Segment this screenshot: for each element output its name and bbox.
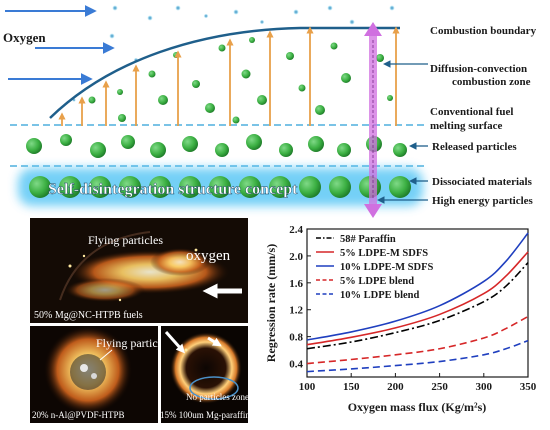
photo-left: Flying particles 20% n-Al@PVDF-HTPB — [30, 326, 171, 423]
purple-span-arrow — [364, 22, 382, 218]
x-tick-label: 100 — [299, 381, 316, 393]
main-flying-label: Flying particles — [88, 233, 163, 247]
x-tick-label: 350 — [520, 381, 537, 393]
series-line-4 — [306, 339, 529, 373]
series-line-1 — [306, 251, 529, 346]
concept-title: Self-disintegration structure concept — [48, 181, 298, 198]
right-caption: 15% 100um Mg-paraffin — [160, 410, 250, 420]
main-oxygen-label: oxygen — [186, 248, 231, 264]
chart-xlabel: Oxygen mass flux (Kg/m²s) — [348, 400, 487, 414]
legend-label: 58# Paraffin — [340, 234, 396, 245]
label-high-energy-particles: High energy particles — [432, 195, 534, 207]
series-line-3 — [306, 315, 529, 365]
series-line-2 — [306, 232, 529, 341]
legend-label: 5% LDPE blend — [340, 276, 414, 287]
y-tick-label: 1.2 — [289, 305, 303, 317]
x-tick-label: 150 — [343, 381, 360, 393]
photo-main: Flying particles oxygen 50% Mg@NC-HTPB f… — [30, 218, 248, 323]
legend-label: 10% LDPE blend — [340, 290, 420, 301]
photo-right: No particles zone 15% 100um Mg-paraffin — [160, 326, 250, 423]
diagram-callouts: Combustion boundary Diffusion-convection… — [376, 25, 537, 207]
y-tick-label: 1.6 — [289, 278, 303, 290]
label-dissociated-materials: Dissociated materials — [432, 176, 533, 188]
right-arrow-left — [164, 331, 185, 354]
label-melting-surface-1: Conventional fuel — [430, 106, 513, 118]
left-flying-label: Flying particles — [96, 336, 171, 350]
y-tick-label: 2.0 — [289, 251, 303, 263]
combustion-boundary-curve — [49, 26, 400, 119]
series-lines — [306, 232, 529, 373]
oxygen-label: Oxygen — [3, 30, 46, 45]
label-melting-surface-2: melting surface — [430, 120, 503, 132]
chart-ylabel: Regression rate (mm/s) — [264, 244, 278, 362]
label-released-particles: Released particles — [432, 141, 517, 153]
y-tick-label: 0.4 — [289, 359, 303, 371]
right-arrow-top — [207, 336, 222, 347]
label-diffusion-zone-1: Diffusion-convection — [430, 63, 527, 75]
flame-zone-particles — [88, 37, 393, 124]
released-particles-row — [26, 134, 407, 158]
label-diffusion-zone-2: combustion zone — [452, 76, 531, 88]
main-caption: 50% Mg@NC-HTPB fuels — [34, 310, 143, 321]
legend-label: 5% LDPE-M SDFS — [340, 248, 428, 259]
x-tick-label: 250 — [431, 381, 448, 393]
legend-label: 10% LDPE-M SDFS — [340, 262, 433, 273]
oxygen-flow-arrows — [5, 5, 115, 85]
left-caption: 20% n-Al@PVDF-HTPB — [32, 410, 125, 420]
y-tick-label: 2.4 — [289, 224, 303, 236]
chart-legend: 58# Paraffin 5% LDPE-M SDFS 10% LDPE-M SDF… — [316, 234, 433, 301]
gas-flow-arrows — [58, 26, 400, 126]
regression-rate-chart: 100 150 200 250 300 350 0.4 0.8 1.2 1.6 2.0 2.4 58#… — [264, 224, 537, 414]
y-tick-label: 0.8 — [289, 332, 303, 344]
oxygen-dots — [72, 5, 395, 102]
x-tick-label: 200 — [387, 381, 404, 393]
label-combustion-boundary: Combustion boundary — [430, 25, 537, 37]
no-particles-zone-outline — [189, 376, 239, 400]
axis-ticks: 100 150 200 250 300 350 0.4 0.8 1.2 1.6 2.0 2.4 — [289, 224, 537, 393]
series-line-0 — [306, 262, 529, 350]
x-tick-label: 300 — [476, 381, 493, 393]
right-no-particles-label: No particles zone — [186, 392, 249, 402]
concept-diagram: Oxygen — [3, 5, 537, 218]
